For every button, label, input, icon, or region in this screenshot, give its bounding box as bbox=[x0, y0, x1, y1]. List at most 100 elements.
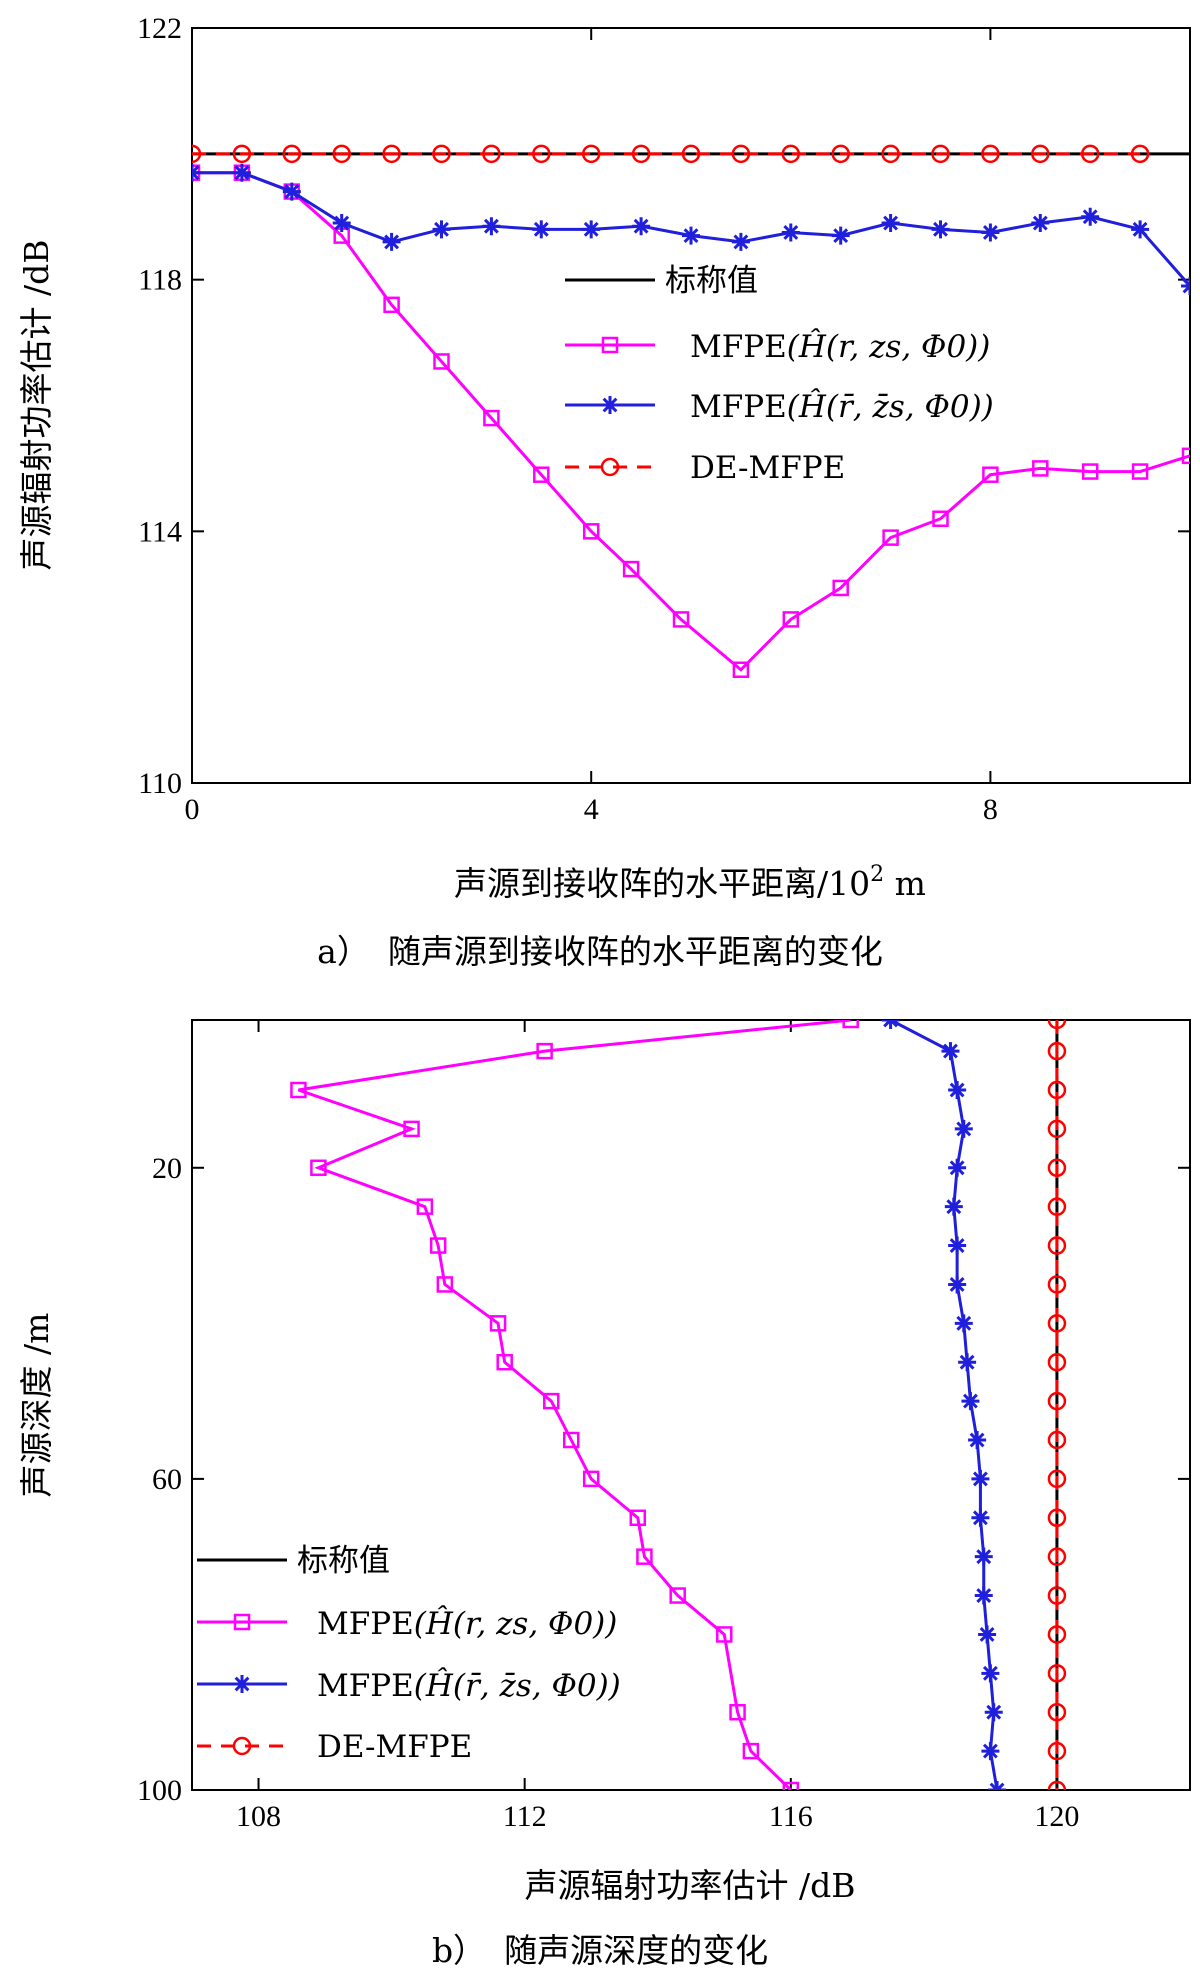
panel-a-point-mfpe-r bbox=[932, 510, 949, 527]
panel-b-point-de-mfpe bbox=[1047, 1547, 1067, 1566]
panel-b-point-de-mfpe bbox=[1047, 1702, 1067, 1722]
panel-a-point-mfpe-r bbox=[832, 579, 849, 597]
panel-a-xlabel-unit-tail: m bbox=[884, 864, 926, 903]
panel-a-point-de-mfpe bbox=[881, 144, 900, 164]
panel-a-ticks: 0 4 8 110 114 118 122 bbox=[137, 12, 1190, 826]
panel-a-chart: 0 4 8 110 114 118 122 标称值 MFPE(Ĥ(r, zs, Φ0)) M… bbox=[17, 12, 1191, 971]
legend-b-label-mfpe-rbar: MFPE(Ĥ(r̄, z̄s, Φ0)) bbox=[317, 1666, 621, 1704]
panel-a-point-de-mfpe bbox=[931, 144, 950, 164]
panel-b-point-de-mfpe bbox=[1047, 1020, 1067, 1030]
panel-a-point-mfpe-rbar bbox=[332, 214, 351, 233]
panel-b-ytick-label: 20 bbox=[152, 1152, 182, 1185]
panel-b-point-de-mfpe bbox=[1047, 1664, 1067, 1683]
panel-b-point-mfpe-rbar bbox=[984, 1703, 1003, 1722]
panel-a-point-mfpe-rbar bbox=[831, 226, 850, 245]
panel-a-point-de-mfpe bbox=[532, 144, 551, 164]
panel-a-point-de-mfpe bbox=[781, 144, 801, 164]
panel-b-point-mfpe-r bbox=[543, 1392, 560, 1410]
legend-b-marker-de-mfpe bbox=[232, 1736, 252, 1756]
panel-b-point-de-mfpe bbox=[1047, 1352, 1067, 1372]
legend-a-star-shape bbox=[601, 396, 619, 414]
legend-b-mfpe-rbar-text: MFPE bbox=[317, 1668, 414, 1704]
panel-b-series bbox=[290, 1020, 1067, 1790]
legend-b-mfpe-r-math: (Ĥ(r, zs, Φ0)) bbox=[414, 1604, 618, 1642]
panel-a-point-mfpe-rbar bbox=[1031, 214, 1050, 233]
panel-b-point-mfpe-rbar bbox=[968, 1431, 987, 1449]
panel-b-plot-area bbox=[191, 1019, 1191, 1791]
panel-b-point-mfpe-rbar bbox=[948, 1275, 967, 1294]
panel-b-point-mfpe-r bbox=[729, 1703, 746, 1721]
panel-a-point-mfpe-r bbox=[1032, 460, 1049, 477]
panel-b-ytick-label: 60 bbox=[152, 1463, 182, 1496]
panel-a-xlabel-main: 声源到接收阵的水平距离 bbox=[454, 864, 817, 903]
panel-b-point-mfpe-rbar bbox=[948, 1236, 967, 1255]
panel-a-point-de-mfpe bbox=[192, 144, 202, 164]
panel-a-point-mfpe-r bbox=[1131, 463, 1149, 480]
panel-a-series bbox=[192, 144, 1190, 678]
panel-b-point-de-mfpe bbox=[1047, 1236, 1067, 1255]
panel-a-point-mfpe-rbar bbox=[1181, 276, 1190, 295]
panel-b-point-mfpe-rbar bbox=[981, 1742, 1000, 1761]
panel-a-point-de-mfpe bbox=[1130, 144, 1150, 164]
panel-a-point-mfpe-r bbox=[982, 466, 999, 483]
panel-a-ytick-label: 122 bbox=[137, 12, 182, 45]
panel-b-point-mfpe-rbar bbox=[978, 1625, 997, 1644]
panel-b-xtick-label: 112 bbox=[503, 1800, 547, 1833]
legend-b-label-mfpe-r: MFPE(Ĥ(r, zs, Φ0)) bbox=[317, 1604, 617, 1642]
panel-a-point-mfpe-rbar bbox=[282, 182, 301, 201]
panel-a-point-de-mfpe bbox=[981, 144, 1000, 164]
panel-a-point-mfpe-rbar bbox=[981, 223, 1000, 242]
panel-a-point-mfpe-r bbox=[1081, 463, 1099, 480]
panel-b-point-mfpe-r bbox=[436, 1276, 454, 1293]
panel-b-point-de-mfpe bbox=[1047, 1197, 1067, 1216]
panel-a-point-de-mfpe bbox=[432, 144, 451, 164]
panel-b-point-mfpe-r bbox=[582, 1470, 600, 1488]
panel-a-point-de-mfpe bbox=[1031, 144, 1050, 164]
legend-a-label-nominal: 标称值 bbox=[665, 263, 758, 299]
panel-b-point-mfpe-rbar bbox=[954, 1314, 973, 1333]
panel-b-point-mfpe-rbar bbox=[988, 1781, 1007, 1790]
panel-a-point-de-mfpe bbox=[731, 144, 751, 164]
panel-a-caption-text: 随声源到接收阵的水平距离的变化 bbox=[388, 932, 883, 971]
panel-a-point-mfpe-r bbox=[672, 611, 690, 628]
panel-a-point-mfpe-r bbox=[622, 560, 640, 578]
panel-a-point-mfpe-rbar bbox=[1131, 220, 1150, 239]
panel-a-point-mfpe-r bbox=[433, 353, 450, 370]
legend-b-star-shape bbox=[233, 1675, 251, 1693]
panel-b-label: b） bbox=[432, 1931, 486, 1970]
legend-b-label-de-mfpe: DE-MFPE bbox=[317, 1729, 472, 1765]
panel-b-point-mfpe-rbar bbox=[941, 1042, 960, 1061]
panel-b-point-mfpe-rbar bbox=[974, 1586, 993, 1605]
panel-b-point-de-mfpe bbox=[1047, 1625, 1067, 1644]
panel-a-point-mfpe-rbar bbox=[1081, 207, 1100, 226]
legend-a-marker-de-mfpe bbox=[600, 457, 620, 477]
panel-a-point-mfpe-rbar bbox=[192, 163, 201, 182]
legend-a-marker-mfpe-rbar bbox=[601, 396, 619, 414]
panel-a-ytick-label: 118 bbox=[138, 264, 182, 297]
panel-a-point-de-mfpe bbox=[482, 144, 501, 164]
legend-a-label-de-mfpe: DE-MFPE bbox=[690, 450, 845, 486]
panel-b-point-de-mfpe bbox=[1047, 1391, 1067, 1411]
panel-b-point-mfpe-r bbox=[536, 1042, 553, 1060]
panel-a-point-mfpe-r bbox=[782, 611, 800, 628]
panel-b-point-mfpe-rbar bbox=[958, 1353, 977, 1372]
panel-a-point-de-mfpe bbox=[382, 144, 401, 164]
panel-b-point-mfpe-r bbox=[489, 1315, 507, 1332]
panel-a-point-mfpe-rbar bbox=[682, 226, 700, 245]
panel-a-point-mfpe-r bbox=[533, 466, 550, 483]
panel-a-point-de-mfpe bbox=[631, 144, 651, 164]
panel-b-point-mfpe-r bbox=[429, 1237, 447, 1254]
panel-a-point-de-mfpe bbox=[232, 144, 252, 164]
panel-a-point-mfpe-r bbox=[1181, 447, 1190, 465]
panel-b-point-de-mfpe bbox=[1047, 1741, 1067, 1761]
panel-b-ylabel: 声源深度 /m bbox=[17, 1313, 56, 1498]
panel-a-xtick-label: 0 bbox=[185, 793, 200, 826]
panel-a-point-de-mfpe bbox=[581, 144, 601, 164]
panel-b-point-mfpe-r bbox=[562, 1431, 580, 1449]
panel-a-point-mfpe-rbar bbox=[482, 217, 501, 236]
panel-b-point-mfpe-r bbox=[782, 1781, 800, 1790]
panel-b-point-mfpe-rbar bbox=[971, 1508, 990, 1527]
panel-b-point-mfpe-r bbox=[742, 1742, 760, 1760]
panel-b-point-mfpe-r bbox=[310, 1159, 327, 1177]
panel-b-point-de-mfpe bbox=[1047, 1158, 1067, 1178]
